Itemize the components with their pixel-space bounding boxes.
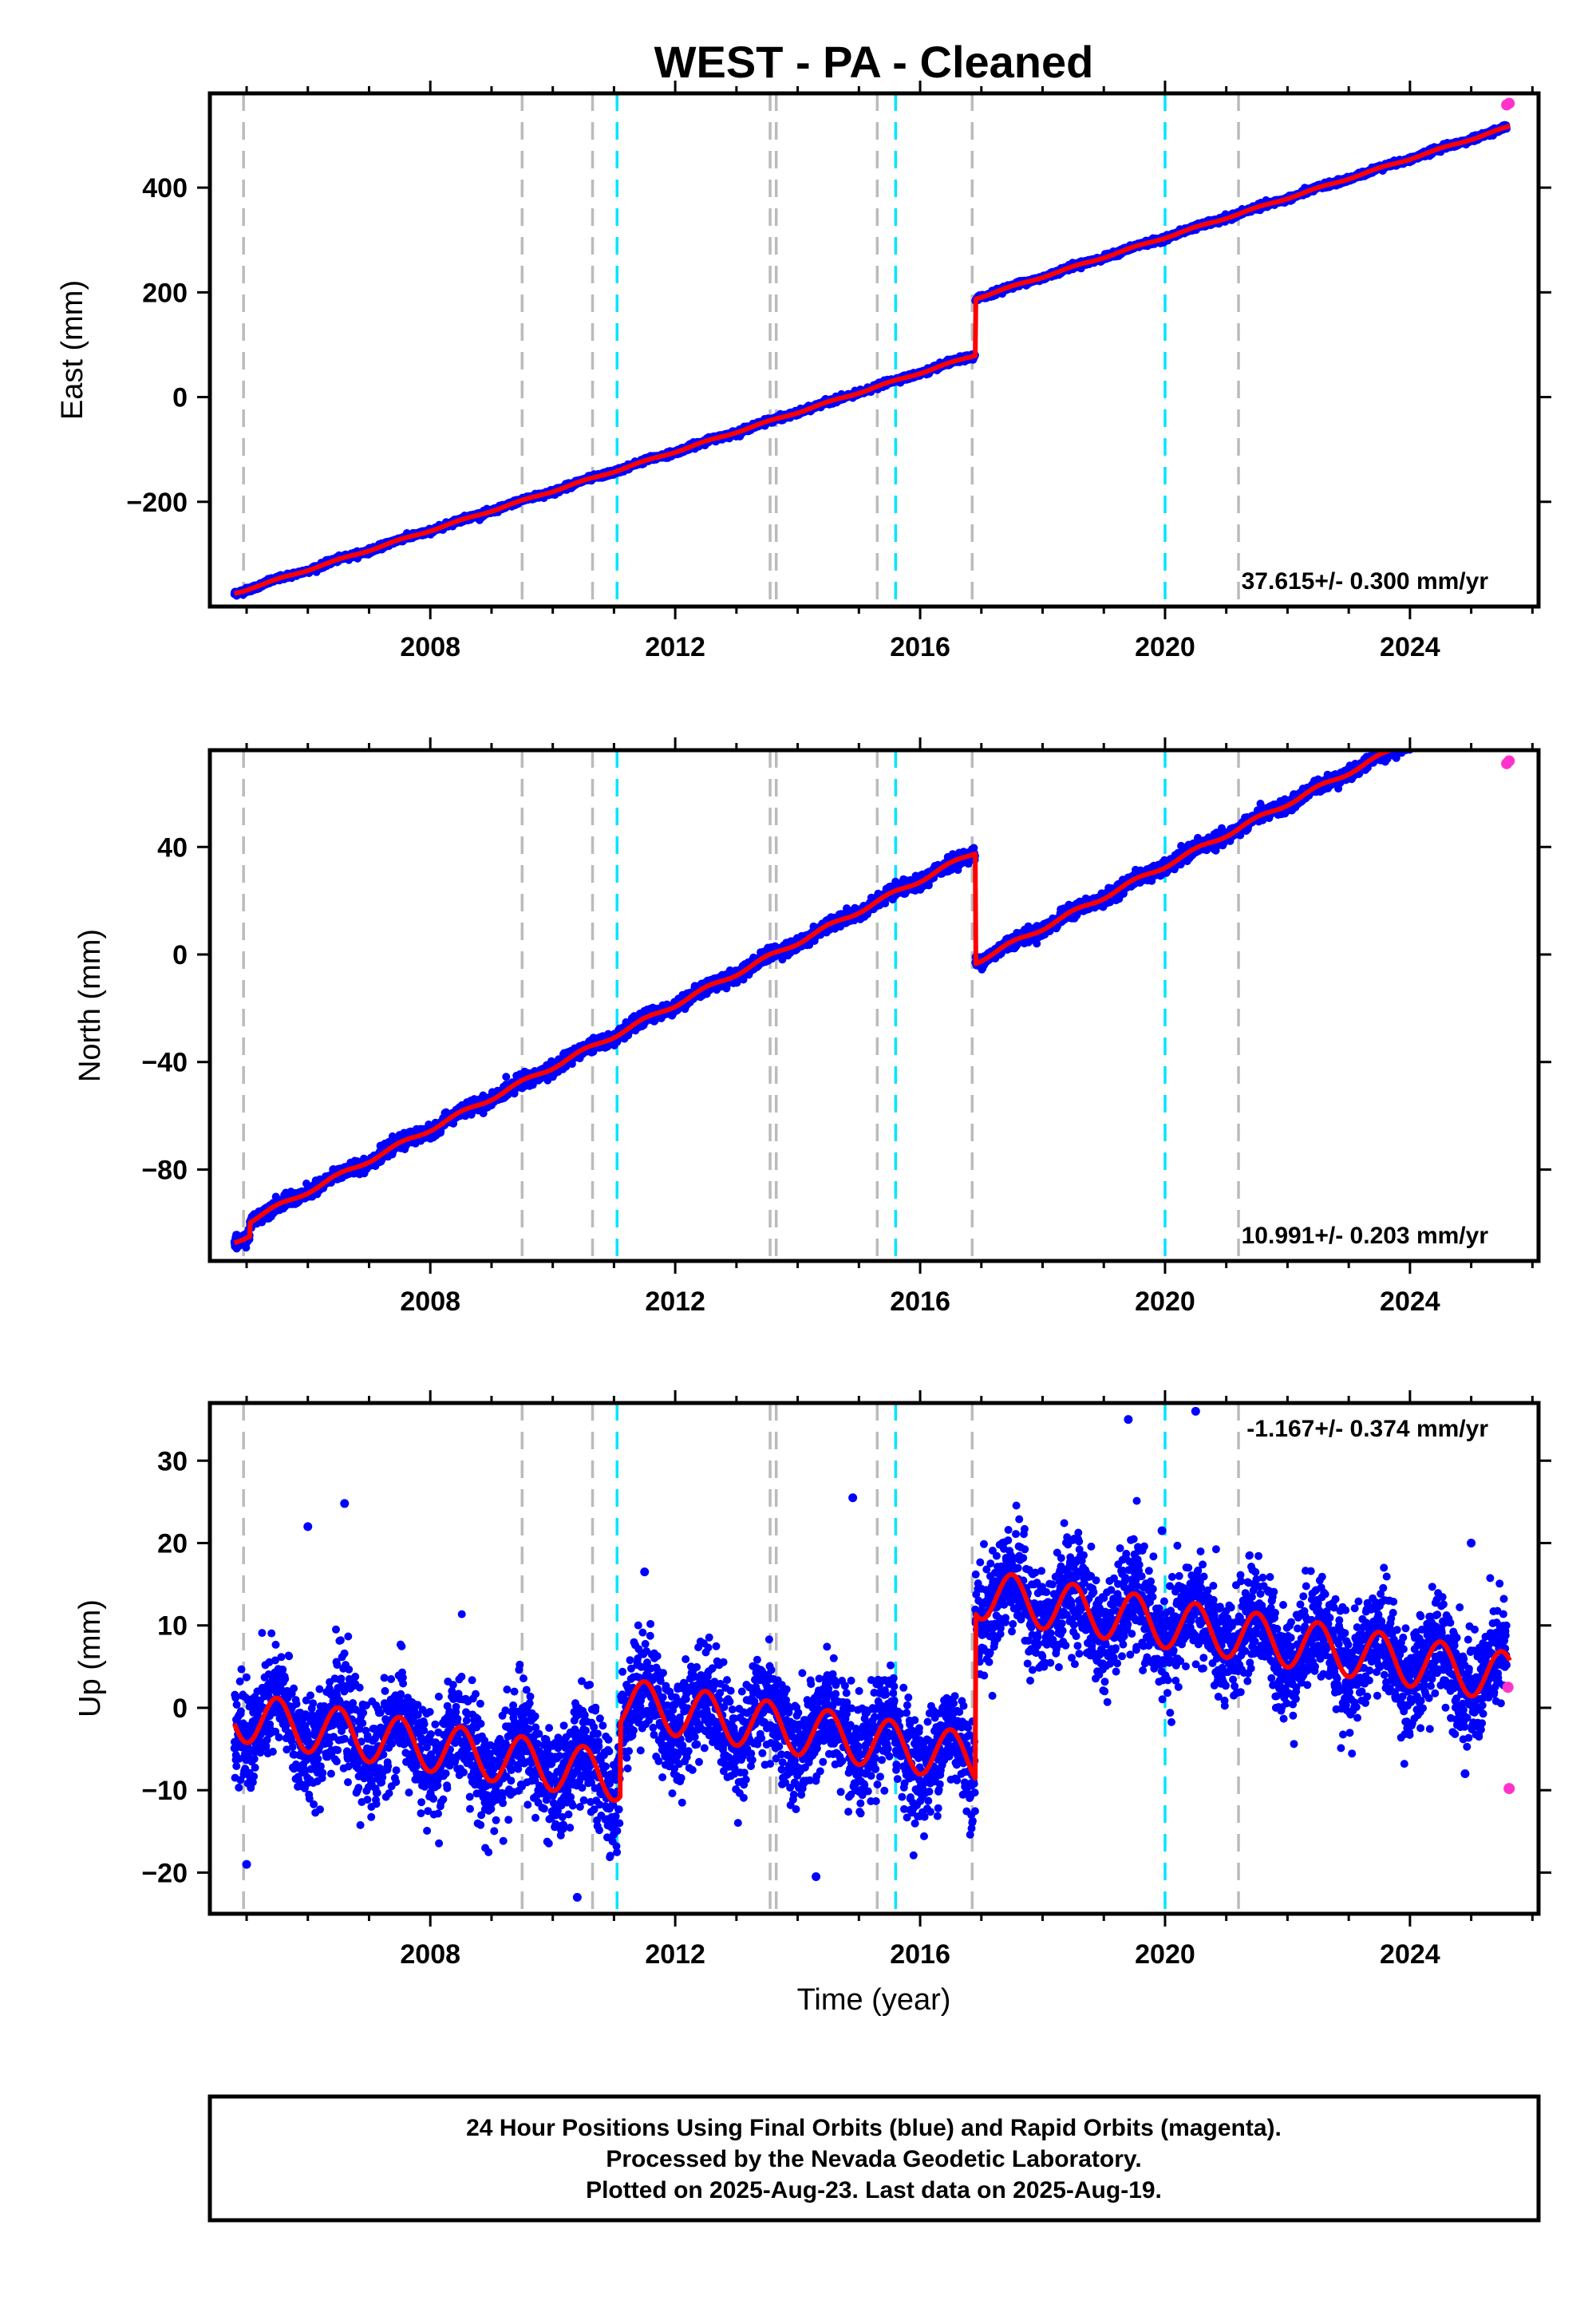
plot-area-east [230,93,1515,607]
data-points-east [230,121,1511,600]
chart-title: WEST - PA - Cleaned [654,37,1094,87]
